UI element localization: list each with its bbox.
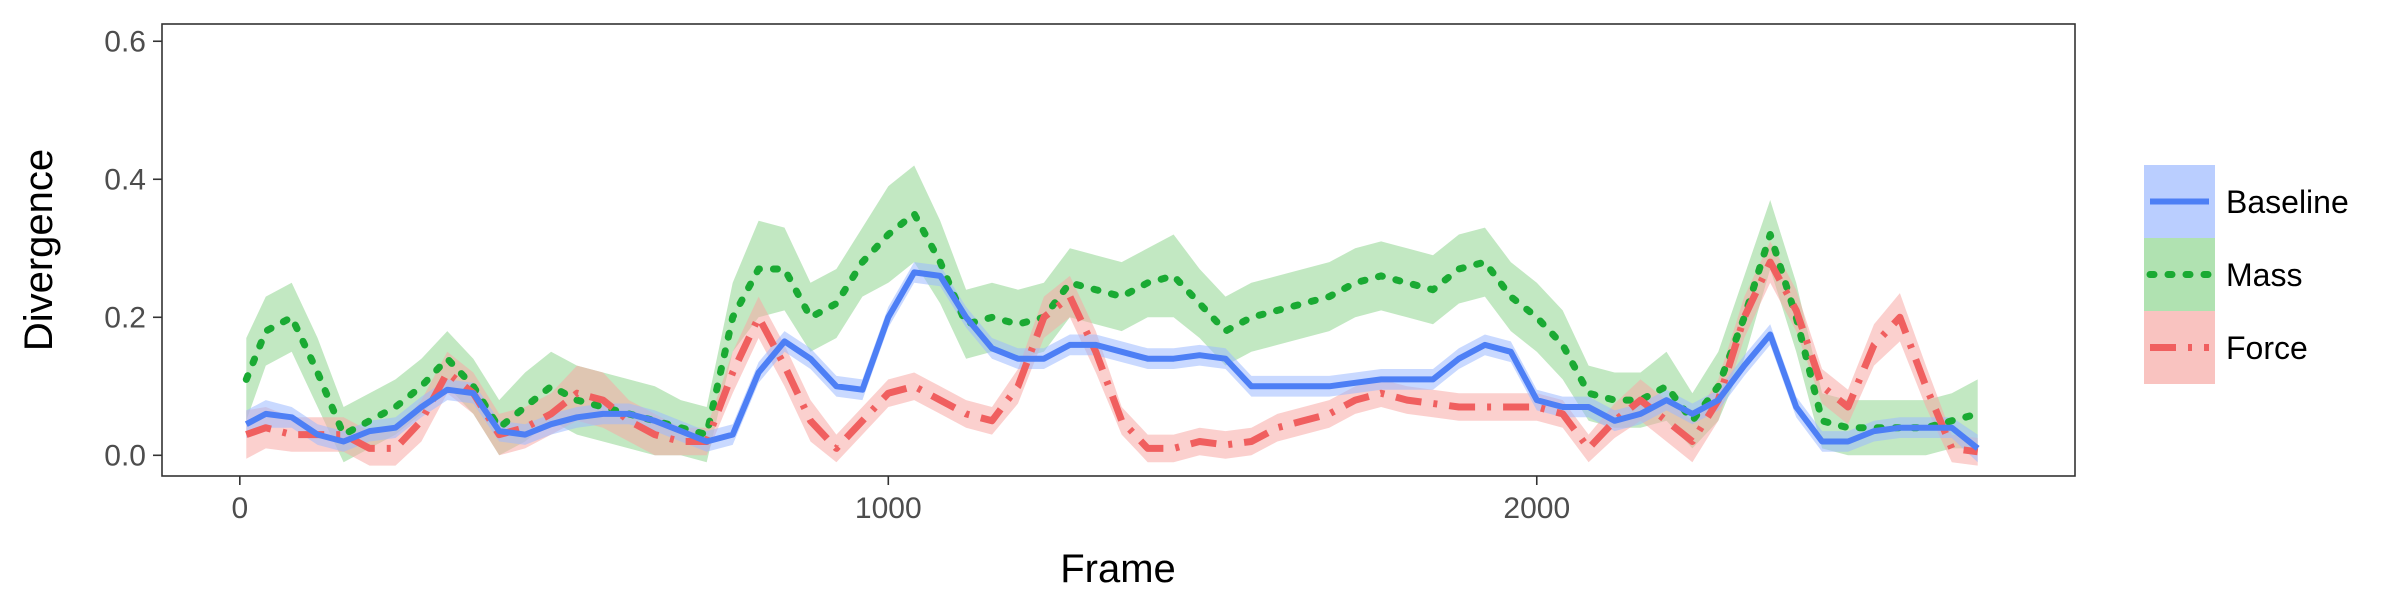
confidence-bands [246,165,1978,466]
legend-label-mass: Mass [2226,257,2302,293]
legend-item-baseline: Baseline [2144,165,2349,238]
legend-label-force: Force [2226,330,2308,366]
y-tick-label: 0.0 [104,439,146,472]
mass-series-line [242,210,1982,439]
y-axis-title: Divergence [17,149,61,351]
x-tick-label: 2000 [1503,492,1570,525]
x-tick-label: 1000 [855,492,922,525]
mass-confidence-band [246,165,1978,463]
legend-item-force: Force [2144,311,2308,384]
legend: Baseline Mass Force [2144,165,2349,384]
axes: 0 1000 2000 0.0 0.2 0.4 0.6 [104,25,1570,525]
x-axis-title: Frame [1060,547,1176,591]
y-tick-label: 0.2 [104,301,146,334]
plot-panel-border [161,23,2076,477]
force-series-line [245,258,1979,456]
baseline-series-line [244,269,1980,451]
y-tick-label: 0.4 [104,163,146,196]
y-tick-label: 0.6 [104,25,146,58]
baseline-confidence-band [246,262,1978,463]
x-tick-label: 0 [231,492,248,525]
legend-label-baseline: Baseline [2226,184,2349,220]
legend-item-mass: Mass [2144,238,2302,311]
series-lines [242,210,1982,456]
